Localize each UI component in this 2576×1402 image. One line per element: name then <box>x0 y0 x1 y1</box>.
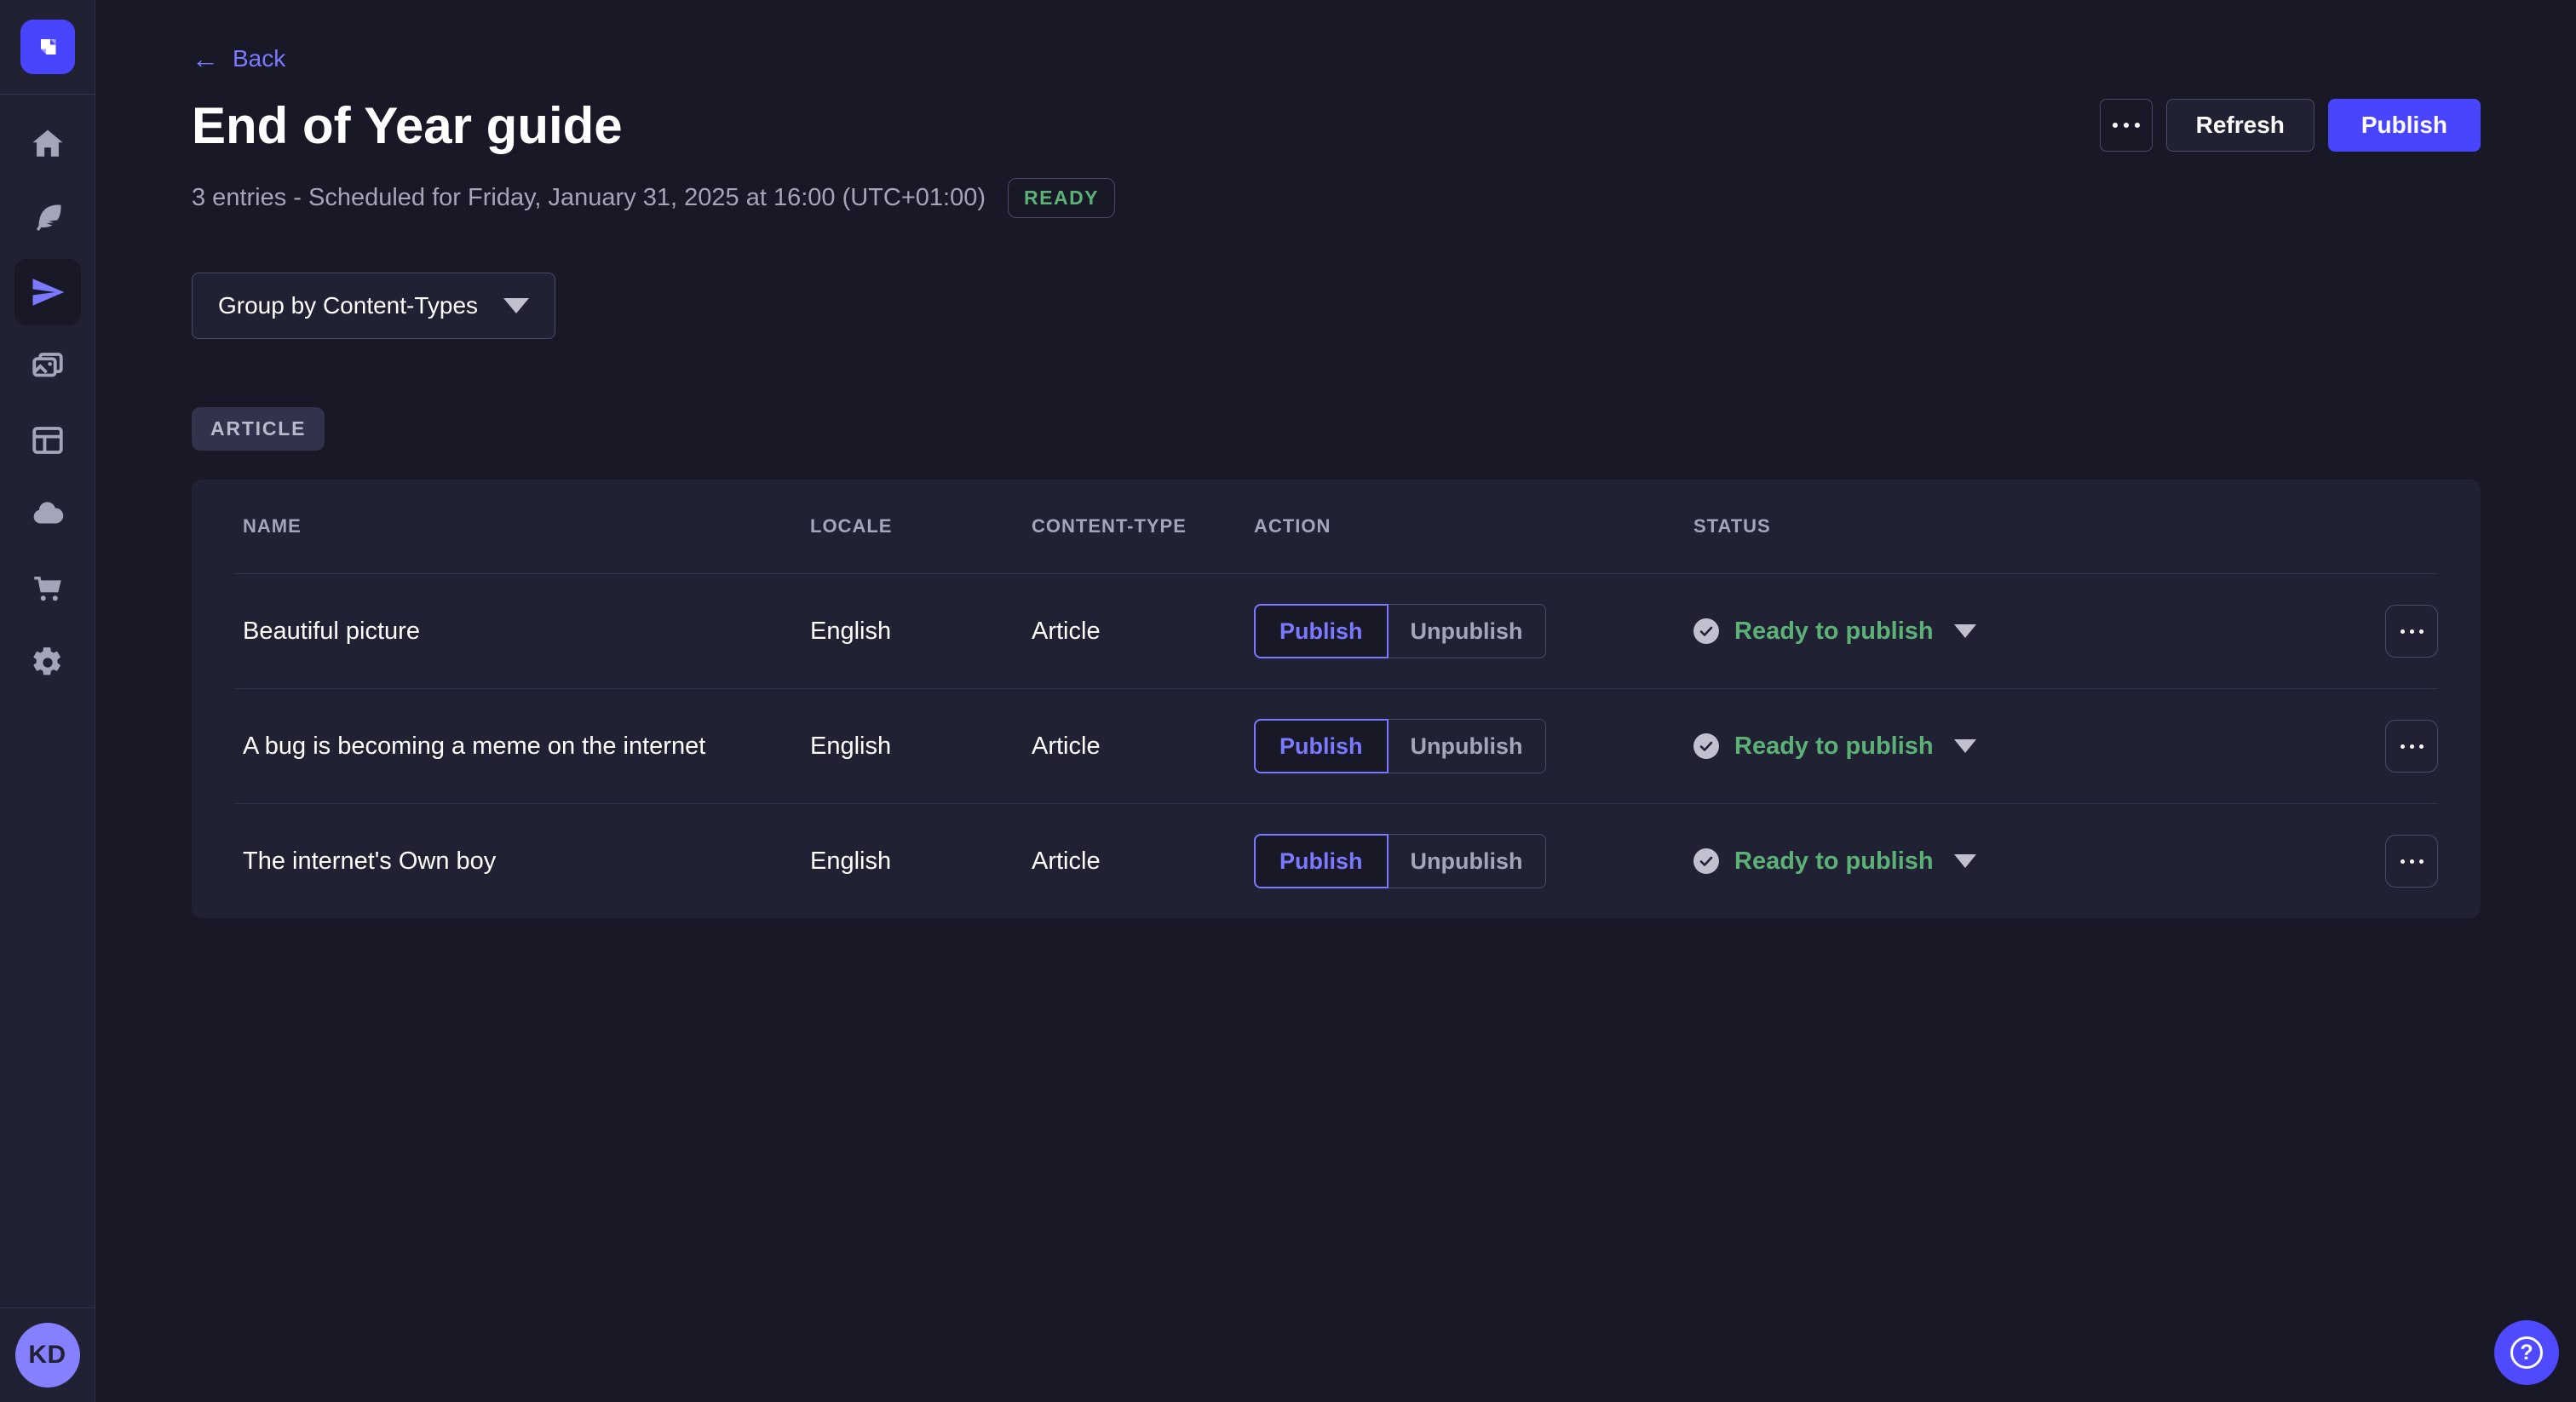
table-row: Beautiful picture English Article Publis… <box>234 574 2438 688</box>
question-mark-icon: ? <box>2510 1336 2543 1369</box>
group-by-select[interactable]: Group by Content-Types <box>192 273 556 339</box>
status-label: Ready to publish <box>1734 617 1934 645</box>
check-circle-icon <box>1693 848 1719 874</box>
refresh-button[interactable]: Refresh <box>2165 99 2314 152</box>
sidebar: KD <box>0 0 95 1402</box>
back-arrow-icon: ← <box>192 43 219 74</box>
status-dropdown[interactable]: Ready to publish <box>1685 618 2385 646</box>
check-circle-icon <box>1693 618 1719 644</box>
row-more-button[interactable] <box>2385 605 2438 658</box>
strapi-logo[interactable] <box>20 20 75 74</box>
gear-icon <box>14 629 81 696</box>
sidebar-footer: KD <box>0 1307 95 1402</box>
row-publish-button[interactable]: Publish <box>1254 604 1389 658</box>
row-publish-button[interactable]: Publish <box>1254 834 1389 888</box>
sidebar-item-content-type-builder[interactable] <box>0 403 95 477</box>
check-circle-icon <box>1693 733 1719 759</box>
entry-name: A bug is becoming a meme on the internet <box>243 732 706 760</box>
entry-locale: English <box>810 732 892 760</box>
cart-icon <box>14 555 81 622</box>
back-link[interactable]: ← Back <box>192 44 285 73</box>
sidebar-nav <box>0 95 95 699</box>
entry-locale: English <box>810 847 892 875</box>
entries-table: NAME LOCALE CONTENT-TYPE ACTION STATUS B… <box>192 480 2481 918</box>
help-button[interactable]: ? <box>2494 1320 2559 1385</box>
table-header-row: NAME LOCALE CONTENT-TYPE ACTION STATUS <box>234 480 2438 574</box>
page-title: End of Year guide <box>192 97 623 154</box>
ellipsis-icon <box>2400 859 2405 864</box>
status-label: Ready to publish <box>1734 847 1934 875</box>
row-more-button[interactable] <box>2385 835 2438 888</box>
header-actions: Refresh Publish <box>2099 99 2481 152</box>
entry-name: The internet's Own boy <box>243 847 497 875</box>
logo-zone <box>0 0 95 95</box>
table-row: The internet's Own boy English Article P… <box>234 803 2438 918</box>
cloud-icon <box>14 481 81 548</box>
group-by-label: Group by Content-Types <box>218 292 479 319</box>
status-dropdown[interactable]: Ready to publish <box>1685 848 2385 876</box>
home-icon <box>14 111 81 177</box>
row-unpublish-button[interactable]: Unpublish <box>1388 719 1546 773</box>
back-label: Back <box>233 45 286 72</box>
avatar[interactable]: KD <box>14 1323 80 1388</box>
publish-button[interactable]: Publish <box>2327 99 2481 152</box>
sidebar-item-content-manager[interactable] <box>0 181 95 255</box>
column-header-locale: LOCALE <box>810 515 893 537</box>
action-segmented-control: Publish Unpublish <box>1245 604 1685 658</box>
action-segmented-control: Publish Unpublish <box>1245 719 1685 773</box>
sidebar-item-marketplace[interactable] <box>0 551 95 625</box>
status-label: Ready to publish <box>1734 732 1934 760</box>
chevron-down-icon <box>1953 739 1976 753</box>
column-header-name: NAME <box>243 515 302 537</box>
chevron-down-icon <box>1953 624 1976 638</box>
page-subtitle: 3 entries - Scheduled for Friday, Januar… <box>192 183 986 211</box>
images-icon <box>14 333 81 399</box>
feather-icon <box>14 185 81 251</box>
row-publish-button[interactable]: Publish <box>1254 719 1389 773</box>
sidebar-item-home[interactable] <box>0 106 95 181</box>
column-header-content-type: CONTENT-TYPE <box>1032 515 1187 537</box>
sidebar-item-settings[interactable] <box>0 625 95 699</box>
subtitle-row: 3 entries - Scheduled for Friday, Januar… <box>192 175 2481 220</box>
content-type-group-badge: ARTICLE <box>192 407 325 451</box>
ellipsis-icon <box>2400 629 2405 634</box>
entry-content-type: Article <box>1032 847 1101 875</box>
main-content: ← Back End of Year guide 3 entries - Sch… <box>95 0 2576 1402</box>
entry-locale: English <box>810 617 892 645</box>
status-dropdown[interactable]: Ready to publish <box>1685 733 2385 761</box>
entry-name: Beautiful picture <box>243 617 420 645</box>
ellipsis-icon <box>2400 744 2405 749</box>
chevron-down-icon <box>503 298 530 313</box>
sidebar-item-releases[interactable] <box>0 255 95 329</box>
entry-content-type: Article <box>1032 732 1101 760</box>
chevron-down-icon <box>1953 854 1976 868</box>
ellipsis-icon <box>2112 123 2118 128</box>
action-segmented-control: Publish Unpublish <box>1245 834 1685 888</box>
sidebar-item-cloud[interactable] <box>0 477 95 551</box>
row-unpublish-button[interactable]: Unpublish <box>1388 604 1546 658</box>
entry-content-type: Article <box>1032 617 1101 645</box>
sidebar-item-media-library[interactable] <box>0 329 95 403</box>
column-header-status: STATUS <box>1693 515 1771 537</box>
more-options-button[interactable] <box>2099 99 2153 152</box>
table-row: A bug is becoming a meme on the internet… <box>234 688 2438 803</box>
column-header-action: ACTION <box>1254 515 1331 537</box>
row-more-button[interactable] <box>2385 720 2438 773</box>
status-badge: READY <box>1008 177 1116 218</box>
paper-plane-icon <box>14 258 81 325</box>
layout-icon <box>14 407 81 474</box>
row-unpublish-button[interactable]: Unpublish <box>1388 834 1546 888</box>
